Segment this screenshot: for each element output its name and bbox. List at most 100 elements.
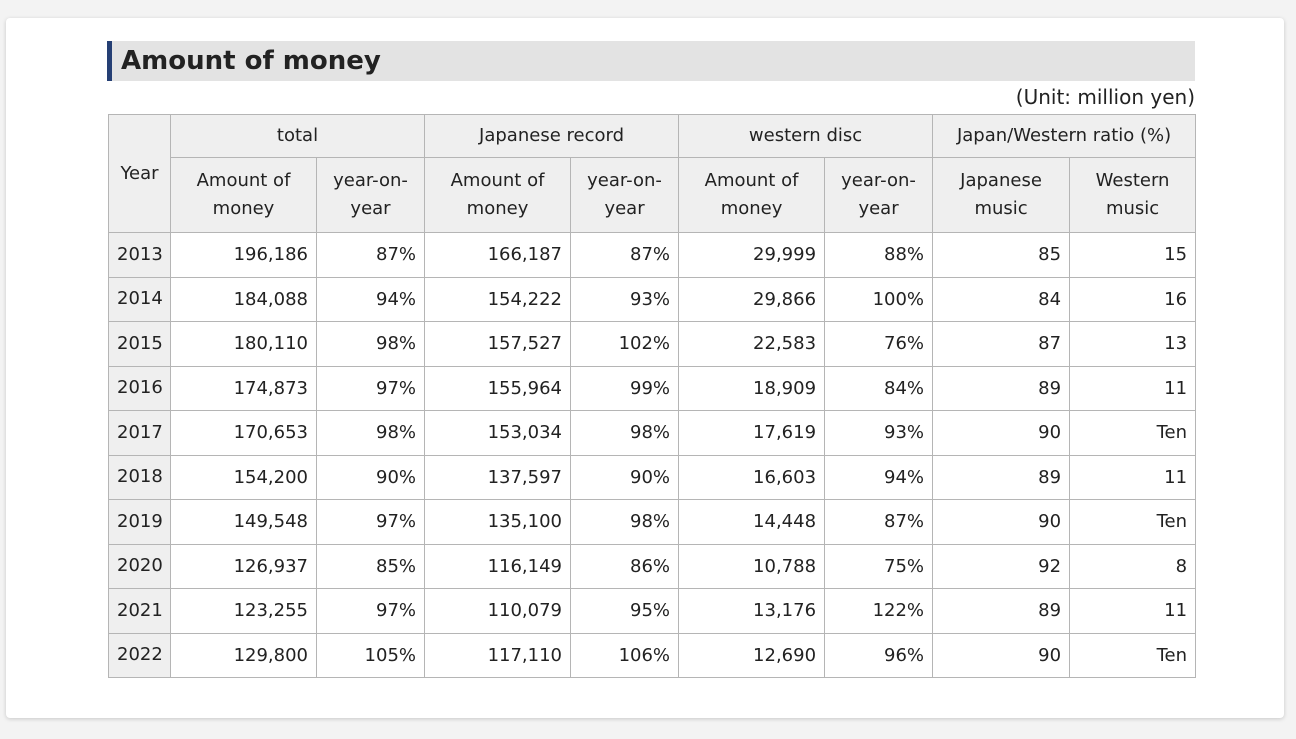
table-cell: 13,176: [678, 588, 826, 634]
table-cell: 117,110: [424, 632, 572, 678]
table-cell: 110,079: [424, 588, 572, 634]
table-row: 2022 129,800 105% 117,110 106% 12,690 96% 90 Ten: [108, 632, 1197, 678]
table-cell: 11: [1069, 588, 1197, 634]
table-cell: 129,800: [170, 632, 317, 678]
table-cell: 29,999: [678, 232, 826, 278]
table-cell: 116,149: [424, 543, 572, 589]
table-cell: 12,690: [678, 632, 826, 678]
table-cell: 90%: [570, 454, 680, 500]
table-cell: Ten: [1069, 410, 1197, 456]
subheader-japanese-yoy: year-on-year: [570, 157, 680, 233]
table-cell: 157,527: [424, 321, 572, 367]
subheader-total-amount: Amount of money: [170, 157, 317, 233]
table-cell: 15: [1069, 232, 1197, 278]
table-cell: 137,597: [424, 454, 572, 500]
table-cell: 99%: [570, 365, 680, 411]
group-header-western-disc: western disc: [678, 114, 934, 158]
unit-note: (Unit: million yen): [1015, 85, 1195, 109]
table-row: 2020 126,937 85% 116,149 86% 10,788 75% 92 8: [108, 543, 1197, 589]
group-header-ratio: Japan/Western ratio (%): [932, 114, 1197, 158]
money-table: Year total Japanese record western disc …: [108, 114, 1197, 678]
table-cell: 87: [932, 321, 1071, 367]
table-cell: 154,222: [424, 276, 572, 322]
header-row-subcolumns: Amount of money year-on-year Amount of m…: [109, 157, 1197, 233]
table-cell: 100%: [824, 276, 934, 322]
table-cell: 184,088: [170, 276, 317, 322]
table-cell: 153,034: [424, 410, 572, 456]
table-cell: 8: [1069, 543, 1197, 589]
table-row: 2021 123,255 97% 110,079 95% 13,176 122% 89 11: [108, 588, 1197, 634]
table-cell: 85%: [315, 543, 426, 589]
section-title: Amount of money: [121, 46, 381, 76]
row-year: 2019: [108, 499, 171, 545]
table-cell: 29,866: [678, 276, 826, 322]
row-year: 2021: [108, 588, 171, 634]
table-cell: 94%: [824, 454, 934, 500]
table-cell: 86%: [570, 543, 680, 589]
table-cell: 98%: [570, 499, 680, 545]
table-cell: 76%: [824, 321, 934, 367]
table-cell: 88%: [824, 232, 934, 278]
subheader-japanese-amount: Amount of money: [424, 157, 572, 233]
table-row: 2017 170,653 98% 153,034 98% 17,619 93% 90 Ten: [108, 410, 1197, 456]
table-cell: 97%: [315, 499, 426, 545]
row-year: 2022: [108, 632, 171, 678]
table-body: 2013 196,186 87% 166,187 87% 29,999 88% 85 15 201…: [108, 232, 1197, 678]
subheader-total-yoy: year-on-year: [315, 157, 426, 233]
group-header-japanese-record: Japanese record: [424, 114, 680, 158]
table-cell: 102%: [570, 321, 680, 367]
table-cell: 94%: [315, 276, 426, 322]
table-row: 2013 196,186 87% 166,187 87% 29,999 88% 85 15: [108, 232, 1197, 278]
table-cell: Ten: [1069, 499, 1197, 545]
row-year: 2013: [108, 232, 171, 278]
table-cell: 122%: [824, 588, 934, 634]
table-cell: 126,937: [170, 543, 317, 589]
table-cell: 154,200: [170, 454, 317, 500]
table-cell: 96%: [824, 632, 934, 678]
table-cell: 89: [932, 365, 1071, 411]
table-cell: 18,909: [678, 365, 826, 411]
table-cell: 135,100: [424, 499, 572, 545]
table-cell: 95%: [570, 588, 680, 634]
table-cell: 87%: [570, 232, 680, 278]
table-cell: 90: [932, 410, 1071, 456]
row-year: 2020: [108, 543, 171, 589]
row-year: 2017: [108, 410, 171, 456]
table-cell: 105%: [315, 632, 426, 678]
table-cell: 93%: [570, 276, 680, 322]
table-cell: 92: [932, 543, 1071, 589]
table-cell: 87%: [824, 499, 934, 545]
row-year: 2014: [108, 276, 171, 322]
table-cell: 22,583: [678, 321, 826, 367]
row-year: 2015: [108, 321, 171, 367]
table-cell: 98%: [315, 321, 426, 367]
table-cell: 123,255: [170, 588, 317, 634]
table-cell: 89: [932, 588, 1071, 634]
table-cell: 14,448: [678, 499, 826, 545]
table-row: 2016 174,873 97% 155,964 99% 18,909 84% 89 11: [108, 365, 1197, 411]
row-year: 2016: [108, 365, 171, 411]
table-cell: 170,653: [170, 410, 317, 456]
table-cell: 98%: [315, 410, 426, 456]
table-cell: 84: [932, 276, 1071, 322]
table-row: 2014 184,088 94% 154,222 93% 29,866 100% 84 16: [108, 276, 1197, 322]
section-heading: Amount of money: [107, 41, 1195, 81]
table-cell: 180,110: [170, 321, 317, 367]
table-cell: 174,873: [170, 365, 317, 411]
table-cell: 87%: [315, 232, 426, 278]
table-cell: 97%: [315, 588, 426, 634]
table-cell: 85: [932, 232, 1071, 278]
subheader-ratio-western: Western music: [1069, 157, 1197, 233]
table-row: 2019 149,548 97% 135,100 98% 14,448 87% 90 Ten: [108, 499, 1197, 545]
table-cell: 10,788: [678, 543, 826, 589]
table-cell: 90: [932, 499, 1071, 545]
group-header-total: total: [169, 114, 426, 158]
table-cell: 89: [932, 454, 1071, 500]
table-cell: 90: [932, 632, 1071, 678]
table-cell: 84%: [824, 365, 934, 411]
row-year: 2018: [108, 454, 171, 500]
table-cell: 149,548: [170, 499, 317, 545]
table-row: 2018 154,200 90% 137,597 90% 16,603 94% 89 11: [108, 454, 1197, 500]
subheader-ratio-japanese: Japanese music: [932, 157, 1071, 233]
subheader-western-yoy: year-on-year: [824, 157, 934, 233]
